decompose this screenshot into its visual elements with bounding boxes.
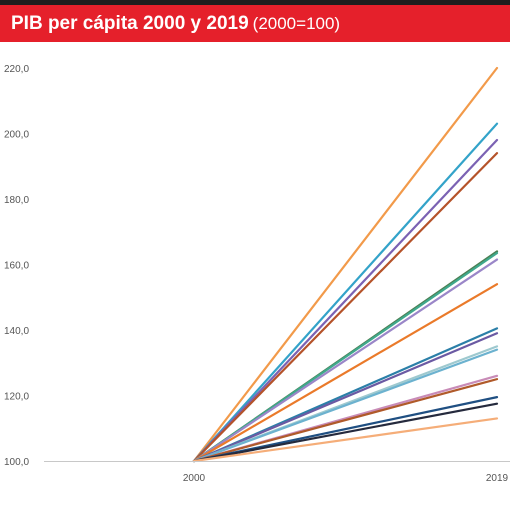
y-tick-label: 100,0 [4, 457, 29, 468]
x-axis-tick-labels: 2000 2019 [183, 473, 509, 484]
y-axis-tick-labels: 100,0 120,0 140,0 160,0 180,0 200,0 220,0 [4, 64, 29, 468]
chart-title: PIB per cápita 2000 y 2019 [11, 13, 249, 34]
series-line-16 [192, 402, 499, 463]
series-line-12 [192, 348, 499, 463]
series-line-3 [192, 138, 499, 463]
series-line-1 [192, 66, 499, 463]
y-tick-label: 220,0 [4, 64, 29, 75]
series-line-7 [192, 258, 499, 463]
series-line-14 [192, 378, 499, 463]
y-tick-label: 200,0 [4, 130, 29, 141]
y-tick-label: 120,0 [4, 392, 29, 403]
top-bar [0, 0, 510, 5]
series-line-10 [192, 332, 499, 463]
y-tick-label: 160,0 [4, 261, 29, 272]
series-line-8 [192, 283, 499, 463]
chart-header: PIB per cápita 2000 y 2019 (2000=100) [0, 5, 510, 42]
series-lines [192, 66, 499, 463]
x-tick-label: 2000 [183, 473, 206, 484]
series-line-2 [192, 122, 499, 463]
y-tick-label: 140,0 [4, 326, 29, 337]
chart-subtitle: (2000=100) [252, 14, 341, 33]
x-tick-label: 2019 [486, 473, 509, 484]
series-line-17 [192, 417, 499, 463]
y-tick-label: 180,0 [4, 195, 29, 206]
series-line-4 [192, 152, 499, 463]
